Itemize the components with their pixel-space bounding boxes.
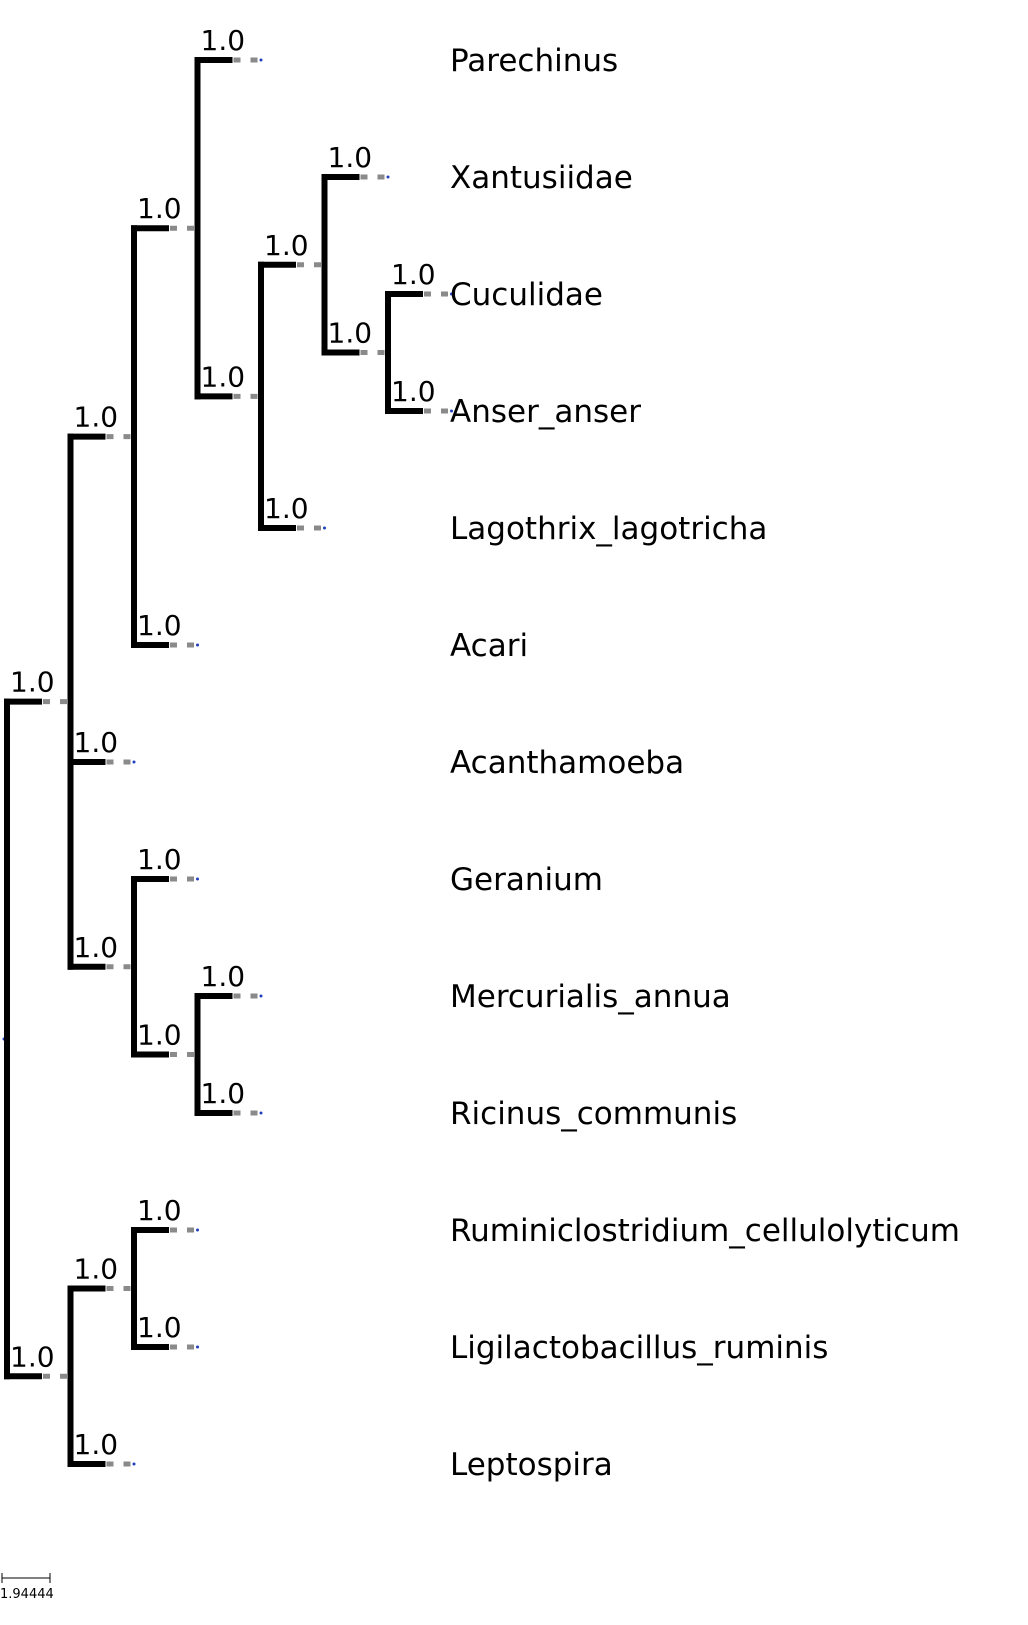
leaf-label: Leptospira — [450, 1447, 613, 1483]
node-dot — [259, 58, 263, 62]
leaf-label: Ligilactobacillus_ruminis — [450, 1330, 828, 1366]
support-value: 1.0 — [264, 229, 309, 262]
node-dot — [450, 409, 453, 413]
node-dot — [259, 994, 263, 998]
leaf-label: Ruminiclostridium_cellulolyticum — [450, 1213, 960, 1249]
leaf-label: Geranium — [450, 862, 603, 898]
support-values: 1.0 1.0 1.0 1.0 1.0 1.0 1.0 1.0 1.0 1.0 1.0 1.0 1.0 1… — [10, 24, 436, 1461]
support-value: 1.0 — [137, 192, 182, 225]
support-value: 1.0 — [264, 492, 309, 525]
support-value: 1.0 — [201, 24, 246, 57]
support-value: 1.0 — [74, 1253, 119, 1286]
support-value: 1.0 — [201, 360, 246, 393]
support-value: 1.0 — [137, 1194, 182, 1227]
support-value: 1.0 — [10, 666, 55, 699]
leaf-label: Anser_anser — [450, 394, 641, 430]
node-dot — [132, 1462, 136, 1466]
leaf-label: Acanthamoeba — [450, 745, 684, 781]
leaf-label: Acari — [450, 628, 528, 664]
node-dot — [196, 643, 199, 647]
support-value: 1.0 — [74, 931, 119, 964]
leaf-label: Cuculidae — [450, 277, 603, 313]
support-value: 1.0 — [391, 258, 436, 291]
leaf-labels: Parechinus Xantusiidae Cuculidae Anser_anse… — [450, 43, 960, 1483]
support-value: 1.0 — [137, 1311, 182, 1344]
support-value: 1.0 — [328, 317, 373, 350]
node-dot — [196, 877, 199, 881]
support-value: 1.0 — [201, 1077, 246, 1110]
leaf-label: Lagothrix_lagotricha — [450, 511, 767, 547]
support-value: 1.0 — [391, 375, 436, 408]
node-dot — [450, 292, 453, 296]
leaf-label: Ricinus_communis — [450, 1096, 737, 1132]
leaf-label: Parechinus — [450, 43, 618, 79]
scale-bar-label: 1.94444 — [0, 1587, 54, 1602]
support-value: 1.0 — [74, 1428, 119, 1461]
support-value: 1.0 — [328, 141, 373, 174]
support-value: 1.0 — [201, 960, 246, 993]
support-value: 1.0 — [74, 401, 119, 434]
scale-bar: 1.94444 — [0, 1573, 54, 1602]
leaf-label: Mercurialis_annua — [450, 979, 731, 1015]
support-value: 1.0 — [10, 1340, 55, 1373]
node-dot — [386, 175, 390, 179]
node-dot — [196, 1228, 199, 1232]
node-dot — [323, 526, 326, 530]
leaf-label: Xantusiidae — [450, 160, 633, 196]
support-value: 1.0 — [137, 609, 182, 642]
node-dot — [132, 760, 136, 764]
tree-branches — [2, 57, 453, 1467]
support-value: 1.0 — [74, 726, 119, 759]
support-value: 1.0 — [137, 843, 182, 876]
node-dot — [259, 1111, 263, 1115]
node-dot — [196, 1345, 199, 1349]
support-value: 1.0 — [137, 1019, 182, 1052]
